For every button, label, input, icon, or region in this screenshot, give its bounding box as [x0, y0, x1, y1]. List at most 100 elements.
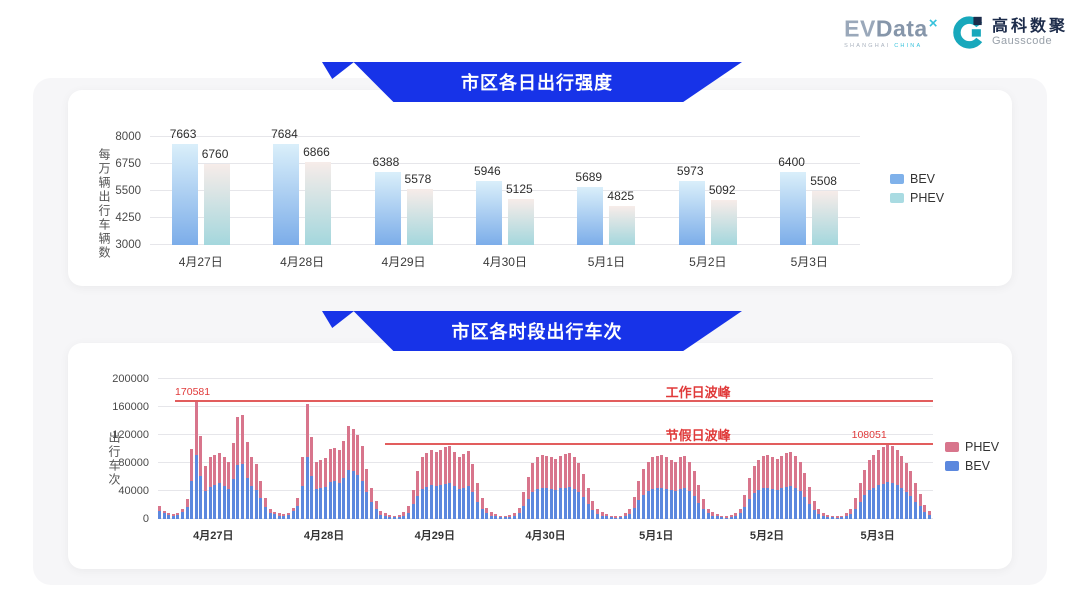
chart2-phev-segment	[439, 449, 443, 486]
gausscode-logo: 高科数聚 Gausscode	[952, 16, 1068, 49]
chart2-bev-segment	[457, 488, 461, 519]
chart2-phev-segment	[300, 457, 304, 487]
chart2-stacked-bar	[236, 416, 240, 519]
chart2-bev-segment	[683, 488, 687, 519]
chart2-bev-segment	[568, 486, 572, 519]
chart2-stacked-bar	[222, 456, 226, 519]
chart2-phev-segment	[646, 461, 650, 491]
chart2-phev-segment	[637, 480, 641, 501]
chart2-stacked-bar	[665, 457, 669, 519]
chart2-bev-segment	[881, 484, 885, 519]
chart2-bev-segment	[549, 488, 553, 519]
chart1-bar-value-label: 5125	[505, 182, 533, 197]
chart2-phev-segment	[448, 445, 452, 484]
chart2-stacked-bar	[342, 440, 346, 519]
chart2-bev-segment	[162, 513, 166, 519]
chart2-bev-segment	[245, 478, 249, 519]
chart2-bev-segment	[595, 514, 599, 519]
chart2-phev-segment	[181, 508, 185, 512]
chart2-bev-segment	[462, 487, 466, 519]
chart1-bar-group: 5973 5092	[657, 137, 758, 245]
chart2-phev-segment	[913, 482, 917, 502]
chart2-phev-segment	[503, 515, 507, 517]
chart2-bev-segment	[761, 488, 765, 519]
chart2-bev-segment	[351, 471, 355, 519]
chart2-phev-segment	[314, 461, 318, 489]
chart2-stacked-bar	[840, 515, 844, 519]
gausscode-name-en: Gausscode	[991, 35, 1053, 48]
chart2-bev-segment	[485, 513, 489, 519]
chart2-stacked-bar	[217, 452, 221, 519]
chart2-phev-segment	[158, 506, 161, 511]
chart2-stacked-bar	[535, 457, 539, 519]
banner-body: 市区各日出行强度	[353, 62, 742, 102]
chart2-phev-segment	[803, 472, 807, 497]
chart1-bar-value-label: 4825	[607, 188, 635, 203]
chart2-stacked-bar	[807, 486, 811, 519]
chart2-stacked-bar	[789, 451, 793, 519]
chart2-phev-segment	[872, 454, 876, 488]
chart2-gridline	[158, 378, 933, 379]
chart2-y-axis-title: 出行车次	[107, 431, 121, 487]
evdata-logo: EVData× SHANGHAI CHINA	[844, 16, 938, 49]
chart2-phev-segment	[618, 515, 622, 517]
chart2-phev-segment	[605, 514, 609, 517]
chart2-bev-segment	[651, 488, 655, 519]
chart1-gridline	[150, 163, 860, 164]
chart2-y-tick-label: 200000	[112, 373, 149, 385]
chart2-bev-segment	[296, 506, 300, 519]
chart1-legend-item-phev[interactable]: PHEV	[890, 191, 944, 205]
chart1-bar-value-label: 5092	[708, 182, 736, 197]
chart2-stacked-bar	[738, 508, 742, 519]
chart2-phev-segment	[877, 450, 881, 486]
chart2-bev-segment	[715, 516, 719, 519]
chart1-x-tick-label: 4月28日	[280, 255, 325, 269]
chart2-stacked-bar	[886, 443, 890, 519]
chart2-stacked-bar	[383, 513, 387, 519]
annotation-text-0: 工作日波峰	[665, 384, 731, 400]
banner-fold-icon	[322, 311, 354, 328]
chart2-bev-segment	[217, 483, 221, 519]
chart2-stacked-bar	[872, 454, 876, 519]
chart2-stacked-bar	[923, 505, 927, 519]
chart2-bev-segment	[803, 496, 807, 519]
chart2-legend-item-phev[interactable]: PHEV	[945, 440, 999, 454]
chart2-bev-segment	[287, 514, 291, 519]
chart2-bev-segment	[522, 505, 526, 519]
chart2-phev-segment	[821, 512, 825, 516]
chart2-stacked-bar	[167, 512, 171, 519]
chart2-stacked-bar	[867, 460, 871, 519]
chart1-bar-value-label: 5946	[473, 164, 501, 179]
chart2-phev-segment	[743, 494, 747, 508]
chart2-y-tick-label: 0	[142, 513, 149, 525]
chart2-phev-segment	[812, 500, 816, 510]
chart2-phev-segment	[748, 478, 751, 500]
chart2-phev-segment	[476, 482, 480, 502]
chart2-bev-segment	[531, 491, 535, 519]
chart2-phev-segment	[572, 457, 576, 489]
chart2-phev-segment	[171, 514, 175, 516]
chart2-bev-segment	[379, 514, 383, 519]
chart2-stacked-bar	[784, 453, 788, 519]
chart2-stacked-bar	[761, 456, 765, 519]
chart2-phev-segment	[715, 514, 719, 517]
chart2-stacked-bar	[503, 515, 507, 519]
chart2-bev-segment	[637, 500, 641, 519]
chart2-phev-segment	[632, 496, 636, 508]
chart2-stacked-bar	[517, 507, 521, 519]
chart2-phev-segment	[485, 507, 489, 514]
chart2-stacked-bar	[794, 456, 798, 519]
chart1-x-tick-label: 4月30日	[482, 255, 527, 269]
chart2-stacked-bar	[683, 456, 687, 519]
chart1-legend-item-bev[interactable]: BEV	[890, 172, 944, 186]
chart2-bev-segment	[757, 490, 761, 519]
chart2-bev-segment	[508, 516, 512, 519]
chart2-stacked-bar	[485, 507, 489, 519]
chart2-bev-segment	[854, 508, 858, 519]
chart2-legend-item-bev[interactable]: BEV	[945, 459, 999, 473]
chart2-phev-segment	[729, 514, 733, 517]
chart2-stacked-bar	[462, 453, 466, 519]
chart1-bev-bar: 5946	[474, 164, 502, 245]
chart2-bev-segment	[305, 457, 309, 519]
chart2-bev-segment	[688, 491, 692, 519]
